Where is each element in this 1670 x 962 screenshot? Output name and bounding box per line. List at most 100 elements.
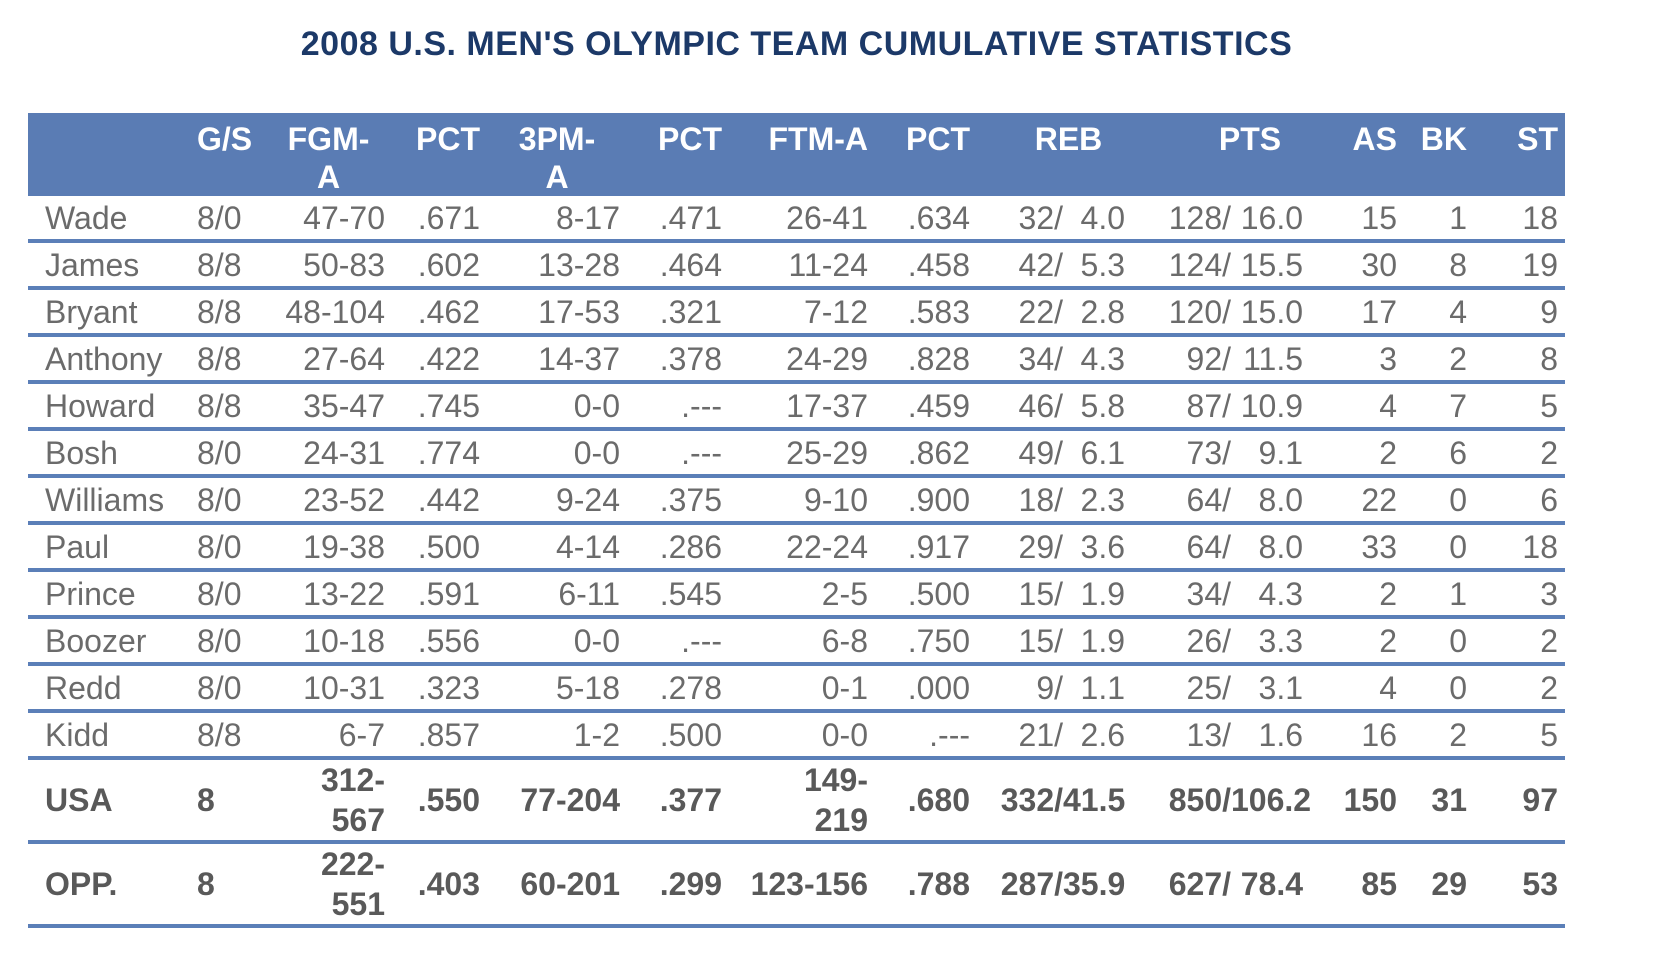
cell-tpma: 0-0 <box>487 429 627 478</box>
cell-gs: 8/0 <box>195 617 265 666</box>
stats-table-body: Wade 8/0 47-70.671 8-17.471 26-41.634 32/4.0 1… <box>28 196 1565 928</box>
pts-average: 8.0 <box>1258 528 1303 565</box>
reb-average: 2.8 <box>1080 293 1125 330</box>
cell-tpma: 77-204 <box>487 758 627 844</box>
reb-total: 18 <box>1018 481 1055 518</box>
cell-fgpct: .550 <box>392 758 487 844</box>
cell-tppct: .500 <box>627 711 729 760</box>
cell-fgpct: .323 <box>392 664 487 713</box>
cell-ftma: 2-5 <box>729 570 875 619</box>
cell-fgma: 23-52 <box>265 476 392 525</box>
cell-as: 4 <box>1310 664 1404 713</box>
cell-name: Bosh <box>28 429 195 478</box>
cell-as: 150 <box>1310 758 1404 844</box>
cell-bk: 0 <box>1404 476 1474 525</box>
cell-fgma: 19-38 <box>265 523 392 572</box>
cell-pts: 627/78.4 <box>1132 842 1310 928</box>
cell-name: Kidd <box>28 711 195 760</box>
table-row: Prince 8/0 13-22.591 6-11.545 2-5.500 15/1.9 3… <box>28 570 1565 619</box>
table-row: Wade 8/0 47-70.671 8-17.471 26-41.634 32/4.0 1… <box>28 196 1565 243</box>
cell-fgpct: .462 <box>392 288 487 337</box>
cell-gs: 8/0 <box>195 523 265 572</box>
pts-total: 73 <box>1186 434 1223 471</box>
cell-bk: 6 <box>1404 429 1474 478</box>
cell-tppct: .299 <box>627 842 729 928</box>
cell-pts: 120/15.0 <box>1132 288 1310 337</box>
pts-total: 64 <box>1186 481 1223 518</box>
pts-average: 1.6 <box>1258 716 1303 753</box>
cell-gs: 8/8 <box>195 382 265 431</box>
cell-fgpct: .591 <box>392 570 487 619</box>
col-header-ftpct: PCT <box>906 121 970 157</box>
cell-as: 2 <box>1310 429 1404 478</box>
table-row: Howard 8/8 35-47.745 0-0 .--- 17-37.459 46/5.8… <box>28 382 1565 431</box>
cell-as: 2 <box>1310 570 1404 619</box>
pts-average: 9.1 <box>1258 434 1303 471</box>
cell-gs: 8/0 <box>195 476 265 525</box>
cell-pts: 124/15.5 <box>1132 241 1310 290</box>
cell-fgma: 50-83 <box>265 241 392 290</box>
cell-ftma: 17-37 <box>729 382 875 431</box>
cell-name: James <box>28 241 195 290</box>
reb-average: 1.9 <box>1080 622 1125 659</box>
pts-total: 13 <box>1186 716 1223 753</box>
reb-total: 29 <box>1018 528 1055 565</box>
reb-total: 21 <box>1018 716 1055 753</box>
reb-average: 6.1 <box>1080 434 1125 471</box>
col-header-fgma: FGM- A <box>287 121 370 195</box>
cell-ftma: 26-41 <box>729 196 875 243</box>
cell-reb: 15/1.9 <box>977 617 1132 666</box>
cell-tpma: 60-201 <box>487 842 627 928</box>
cell-ftma: 25-29 <box>729 429 875 478</box>
cell-st: 97 <box>1474 758 1565 844</box>
cell-st: 6 <box>1474 476 1565 525</box>
cell-name: OPP. <box>28 842 195 928</box>
reb-total: 9 <box>1036 669 1055 706</box>
reb-average: 1.9 <box>1080 575 1125 612</box>
cell-fgma: 48-104 <box>265 288 392 337</box>
cell-tpma: 0-0 <box>487 617 627 666</box>
cell-tppct: .464 <box>627 241 729 290</box>
cell-fgpct: .403 <box>392 842 487 928</box>
cell-st: 2 <box>1474 617 1565 666</box>
reb-average: 4.3 <box>1080 340 1125 377</box>
col-header-tpma: 3PM- A <box>518 121 596 195</box>
table-row: James 8/8 50-83.602 13-28.464 11-24.458 42/5.… <box>28 241 1565 290</box>
pts-total: 64 <box>1186 528 1223 565</box>
cell-bk: 1 <box>1404 570 1474 619</box>
cell-name: Paul <box>28 523 195 572</box>
cell-tppct: .321 <box>627 288 729 337</box>
reb-average: 2.6 <box>1080 716 1125 753</box>
reb-total: 42 <box>1018 246 1055 283</box>
cell-ftpct: .459 <box>875 382 977 431</box>
cell-gs: 8/8 <box>195 288 265 337</box>
cell-reb: 29/3.6 <box>977 523 1132 572</box>
col-header-ftma: FTM-A <box>768 121 868 157</box>
cell-as: 2 <box>1310 617 1404 666</box>
cell-gs: 8/0 <box>195 196 265 243</box>
cell-pts: 26/3.3 <box>1132 617 1310 666</box>
col-header-pts: PTS <box>1218 121 1282 157</box>
cell-tppct: .--- <box>627 617 729 666</box>
pts-average: 106.2 <box>1231 782 1312 818</box>
cell-ftma: 22-24 <box>729 523 875 572</box>
cell-tpma: 6-11 <box>487 570 627 619</box>
pts-average: 3.3 <box>1258 622 1303 659</box>
cell-tpma: 4-14 <box>487 523 627 572</box>
cell-fgma: 6-7 <box>265 711 392 760</box>
cell-tpma: 14-37 <box>487 335 627 384</box>
pts-total: 850 <box>1168 782 1223 818</box>
reb-total: 15 <box>1018 622 1055 659</box>
cell-as: 16 <box>1310 711 1404 760</box>
reb-total: 46 <box>1018 387 1055 424</box>
cell-fgma: 27-64 <box>265 335 392 384</box>
reb-average: 35.9 <box>1063 866 1126 902</box>
cell-bk: 8 <box>1404 241 1474 290</box>
cell-tppct: .286 <box>627 523 729 572</box>
reb-total: 34 <box>1018 340 1055 377</box>
cell-ftma: 6-8 <box>729 617 875 666</box>
cell-as: 30 <box>1310 241 1404 290</box>
cell-bk: 2 <box>1404 335 1474 384</box>
reb-average: 5.3 <box>1080 246 1125 283</box>
reb-total: 22 <box>1018 293 1055 330</box>
